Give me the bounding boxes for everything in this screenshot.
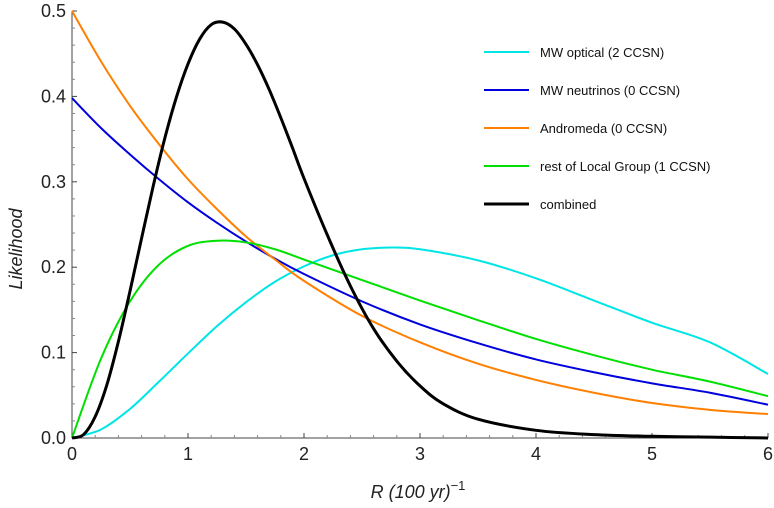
series-line-2 <box>71 10 769 416</box>
legend-label: Andromeda (0 CCSN) <box>540 121 667 136</box>
x-tick-label: 6 <box>763 444 773 464</box>
x-tick-label: 3 <box>415 444 425 464</box>
y-tick-label: 0.4 <box>41 86 66 106</box>
x-tick-label: 0 <box>67 444 77 464</box>
x-tick-label: 2 <box>299 444 309 464</box>
legend-label: combined <box>540 197 596 212</box>
x-tick-label: 1 <box>183 444 193 464</box>
y-tick-label: 0.3 <box>41 172 66 192</box>
series-lines <box>71 10 769 440</box>
series-line-3 <box>71 239 769 439</box>
y-tick-label: 0.1 <box>41 343 66 363</box>
legend-label: MW optical (2 CCSN) <box>540 45 664 60</box>
x-tick-label: 4 <box>531 444 541 464</box>
x-axis-label-exp: −1 <box>451 478 466 493</box>
x-axis-label-var: R <box>371 482 384 502</box>
legend-label: MW neutrinos (0 CCSN) <box>540 83 680 98</box>
x-axis-label: R (100 yr)−1 <box>371 478 466 502</box>
y-tick-label: 0.2 <box>41 257 66 277</box>
y-tick-label: 0.5 <box>41 1 66 21</box>
legend: MW optical (2 CCSN) MW neutrinos (0 CCSN)… <box>484 45 711 212</box>
y-axis-label: Likelihood <box>6 207 26 289</box>
legend-label: rest of Local Group (1 CCSN) <box>540 159 711 174</box>
series-line-1 <box>71 97 769 406</box>
ticks: 0 1 2 3 4 5 6 0.0 0.1 0.2 0.3 0.4 0.5 <box>41 1 773 464</box>
series-line-4 <box>71 20 769 440</box>
series-line-0 <box>71 246 769 439</box>
axes <box>71 11 768 439</box>
x-axis-label-unit: (100 yr) <box>389 482 451 502</box>
y-tick-label: 0.0 <box>41 428 66 448</box>
x-tick-label: 5 <box>647 444 657 464</box>
